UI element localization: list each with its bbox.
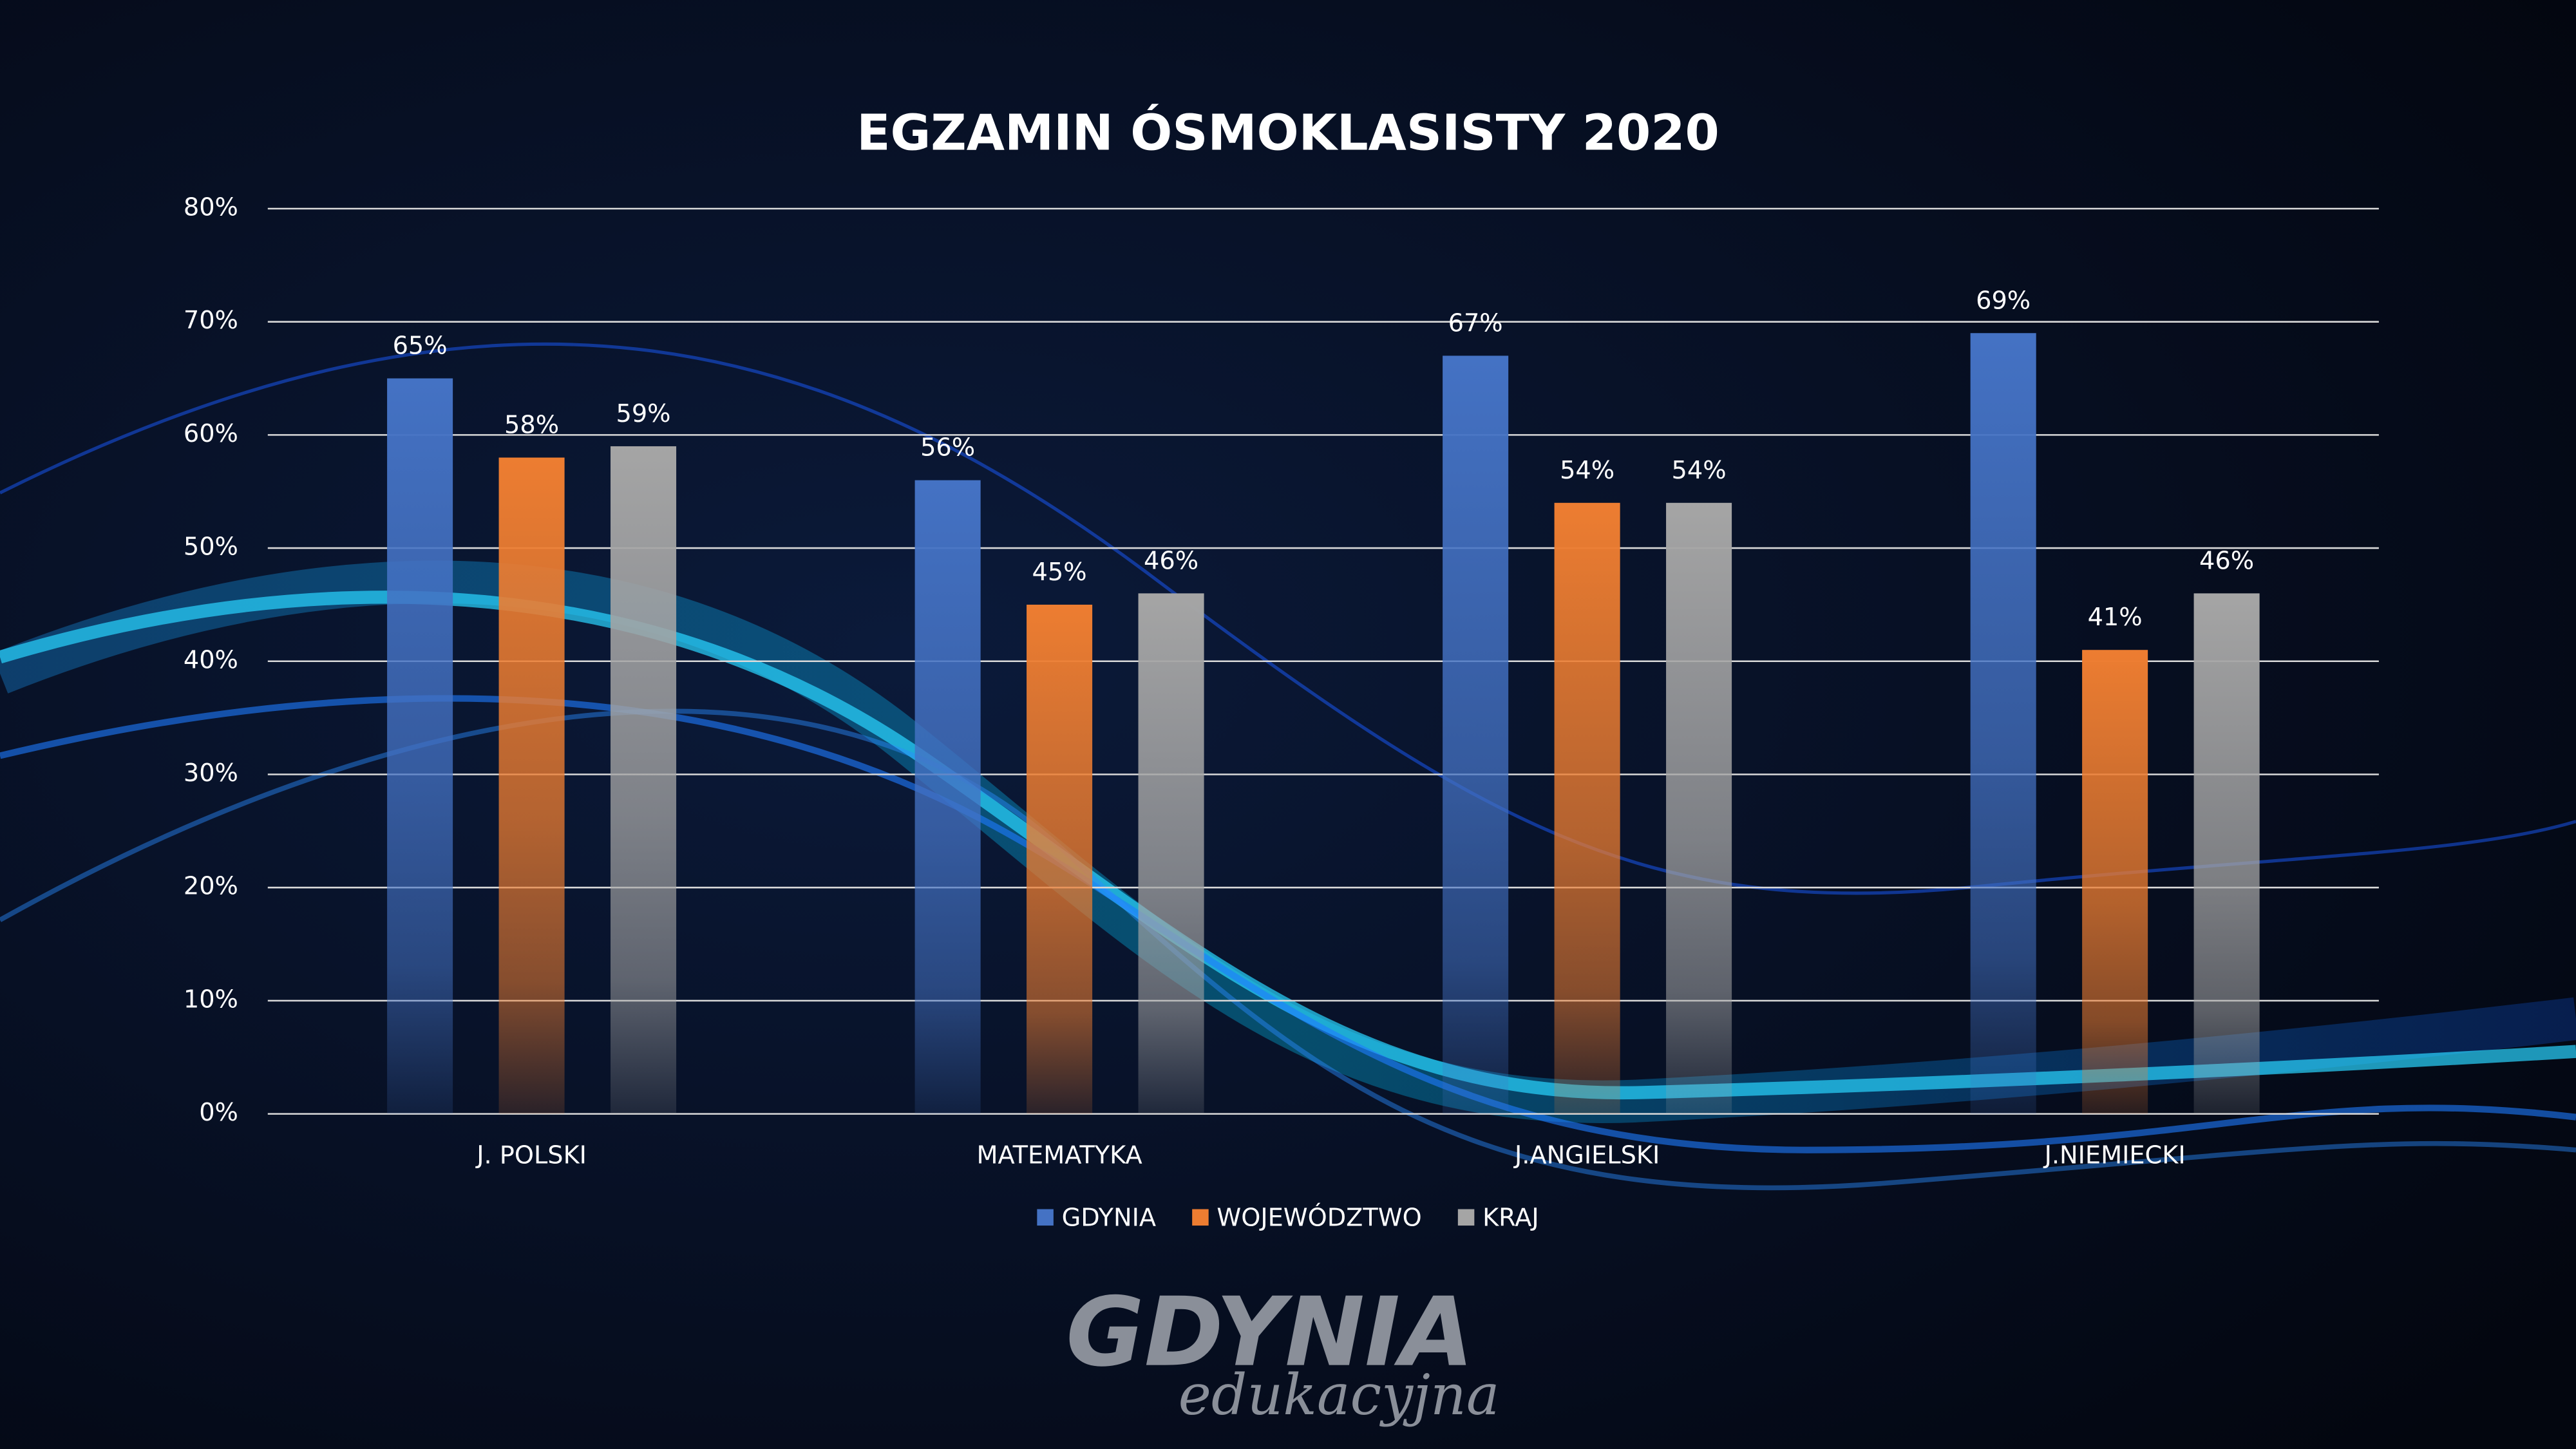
legend-swatch <box>1192 1209 1209 1226</box>
bar <box>1666 502 1732 1114</box>
value-label: 46% <box>2199 546 2254 575</box>
x-tick-label: MATEMATYKA <box>976 1141 1142 1170</box>
x-tick-label: J.NIEMIECKI <box>2043 1141 2186 1170</box>
bar <box>2193 593 2260 1114</box>
y-tick-label: 0% <box>199 1098 238 1127</box>
bar <box>1443 355 1509 1114</box>
y-tick-label: 20% <box>184 872 238 901</box>
value-label: 59% <box>616 399 671 428</box>
y-tick-label: 70% <box>184 306 238 335</box>
value-label: 46% <box>1144 546 1198 575</box>
value-label: 67% <box>1448 308 1503 337</box>
logo-text: GDYNIA <box>1066 1277 1473 1388</box>
bar <box>498 457 565 1114</box>
value-label: 54% <box>1560 456 1615 485</box>
value-label: 45% <box>1032 558 1087 587</box>
bar <box>1027 604 1093 1114</box>
y-tick-label: 10% <box>184 985 238 1014</box>
legend-label: KRAJ <box>1482 1203 1539 1232</box>
bar <box>1970 333 2036 1114</box>
value-label: 54% <box>1672 456 1727 485</box>
value-label: 69% <box>1976 286 2031 315</box>
bar <box>611 446 677 1114</box>
bar <box>387 378 453 1114</box>
legend-swatch <box>1457 1209 1475 1226</box>
value-label: 65% <box>393 332 448 361</box>
value-label: 41% <box>2088 603 2143 632</box>
x-tick-label: J.ANGIELSKI <box>1513 1141 1660 1170</box>
logo: GDYNIA edukacyjna <box>1066 1277 1499 1428</box>
bar <box>1554 502 1620 1114</box>
bar <box>2082 650 2148 1114</box>
legend-label: GDYNIA <box>1062 1203 1156 1232</box>
legend-swatch <box>1037 1209 1054 1226</box>
y-tick-label: 40% <box>184 645 238 674</box>
logo-tagline: edukacyjna <box>1179 1363 1500 1428</box>
value-label: 58% <box>504 411 559 440</box>
y-tick-label: 80% <box>184 193 238 222</box>
x-tick-label: J. POLSKI <box>475 1141 587 1170</box>
chart-title: EGZAMIN ÓSMOKLASISTY 2020 <box>857 104 1719 162</box>
y-tick-label: 60% <box>184 419 238 448</box>
bar <box>914 480 981 1114</box>
legend-label: WOJEWÓDZTWO <box>1217 1202 1421 1232</box>
value-label: 56% <box>920 433 975 462</box>
y-tick-label: 30% <box>184 759 238 788</box>
bar <box>1138 593 1204 1114</box>
y-tick-label: 50% <box>184 533 238 562</box>
